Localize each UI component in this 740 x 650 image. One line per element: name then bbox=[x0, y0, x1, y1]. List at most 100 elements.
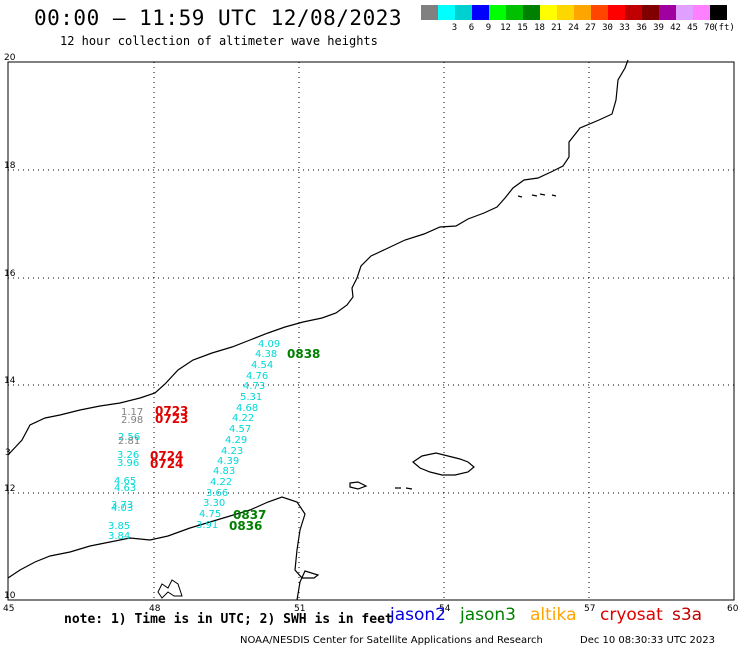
wave-height-label: 5.31 bbox=[240, 392, 262, 403]
x-tick-60: 60 bbox=[727, 604, 739, 614]
wave-height-label: 4.57 bbox=[229, 424, 251, 435]
wave-height-label: 3.26 bbox=[117, 450, 139, 461]
map-subtitle: 12 hour collection of altimeter wave hei… bbox=[60, 34, 378, 48]
y-tick-14: 14 bbox=[4, 376, 16, 386]
wave-height-label: 2.81 bbox=[118, 436, 140, 447]
wave-height-label: 4.23 bbox=[221, 446, 243, 457]
legend-cryosat: cryosat bbox=[600, 605, 663, 625]
scale-label: 27 bbox=[585, 23, 596, 33]
scale-label: 70 bbox=[704, 23, 715, 33]
scale-label: 21 bbox=[551, 23, 562, 33]
scale-swatch bbox=[557, 5, 574, 20]
scale-label: 3 bbox=[451, 23, 458, 33]
wave-height-label: 3.73 bbox=[111, 500, 133, 511]
wave-height-label: 4.09 bbox=[258, 339, 280, 350]
wave-height-label: 4.65 bbox=[114, 476, 136, 487]
pass-time-label: 0724 bbox=[150, 449, 183, 463]
wave-height-label: 4.22 bbox=[232, 413, 254, 424]
wave-height-label: 4.75 bbox=[199, 509, 221, 520]
wave-height-label: 4.68 bbox=[236, 403, 258, 414]
y-tick-10: 10 bbox=[4, 591, 16, 601]
wave-height-label: 2.56 bbox=[118, 432, 140, 443]
scale-label: 39 bbox=[653, 23, 664, 33]
map-title: 00:00 — 11:59 UTC 12/08/2023 bbox=[34, 6, 403, 30]
pass-time-label: 0724 bbox=[150, 457, 183, 471]
grid-lines bbox=[8, 62, 734, 600]
scale-label: 18 bbox=[534, 23, 545, 33]
scale-label: 12 bbox=[500, 23, 511, 33]
wave-height-label: 3.84 bbox=[108, 531, 130, 542]
scale-swatch bbox=[472, 5, 489, 20]
scale-label: 24 bbox=[568, 23, 579, 33]
scale-unit: (ft) bbox=[713, 23, 735, 33]
arabian-coastline bbox=[7, 59, 629, 456]
legend-jason2: jason2 bbox=[390, 605, 446, 625]
wave-height-label: 3.30 bbox=[203, 498, 225, 509]
wave-height-label: 4.22 bbox=[210, 477, 232, 488]
scale-swatch bbox=[591, 5, 608, 20]
scale-swatch bbox=[659, 5, 676, 20]
scale-swatch bbox=[438, 5, 455, 20]
scale-label: 36 bbox=[636, 23, 647, 33]
scale-swatch bbox=[693, 5, 710, 20]
wave-height-label: 3.85 bbox=[108, 521, 130, 532]
y-tick-18: 18 bbox=[4, 161, 16, 171]
wave-height-label: 4.76 bbox=[246, 371, 268, 382]
map-frame bbox=[7, 61, 735, 601]
wave-height-label: 4.03 bbox=[111, 503, 133, 514]
color-scale-legend: 3 6 9 12 15 18 21 24 27 30 33 36 39 42 45 70 (ft) bbox=[421, 5, 735, 35]
legend-jason3: jason3 bbox=[460, 605, 516, 625]
y-tick-12: 12 bbox=[4, 484, 15, 494]
wave-height-annotations: 4.094.38 08384.544.764.735.314.684.224.57… bbox=[108, 339, 320, 542]
scale-swatch bbox=[455, 5, 472, 20]
small-islands bbox=[349, 193, 557, 490]
wave-height-label: 2.98 bbox=[121, 415, 143, 426]
pass-time-label: 0838 bbox=[287, 347, 320, 361]
x-tick-48: 48 bbox=[149, 604, 161, 614]
pass-time-label: 0836 bbox=[229, 519, 262, 533]
wave-height-label: 4.39 bbox=[217, 456, 239, 467]
y-tick-mid: 3 bbox=[5, 448, 11, 458]
legend-s3a: s3a bbox=[672, 605, 703, 625]
wave-height-label: 4.73 bbox=[243, 381, 265, 392]
pass-time-label: 0723 bbox=[155, 404, 188, 418]
y-tick-16: 16 bbox=[4, 269, 16, 279]
scale-label: 33 bbox=[619, 23, 630, 33]
wave-height-label: 4.63 bbox=[114, 483, 136, 494]
scale-swatch bbox=[574, 5, 591, 20]
scale-swatch bbox=[710, 5, 727, 20]
wave-height-label: 3.66 bbox=[206, 488, 228, 499]
scale-label: 9 bbox=[485, 23, 492, 33]
scale-swatch bbox=[421, 5, 438, 20]
scale-swatch bbox=[625, 5, 642, 20]
scale-label: 30 bbox=[602, 23, 613, 33]
x-tick-45: 45 bbox=[3, 604, 14, 614]
scale-swatch bbox=[642, 5, 659, 20]
scale-label: 45 bbox=[687, 23, 698, 33]
legend-altika: altika bbox=[530, 605, 577, 625]
scale-label: 42 bbox=[670, 23, 681, 33]
credit-line: NOAA/NESDIS Center for Satellite Applica… bbox=[240, 635, 543, 646]
wave-height-label: 4.54 bbox=[251, 360, 273, 371]
scale-swatch bbox=[540, 5, 557, 20]
scale-label: 6 bbox=[468, 23, 475, 33]
wave-height-label: 1.17 bbox=[121, 407, 143, 418]
pass-time-label: 0723 bbox=[155, 412, 188, 426]
wave-height-label: 3.91 bbox=[196, 520, 218, 531]
x-tick-51: 51 bbox=[294, 604, 305, 614]
scale-swatch bbox=[506, 5, 523, 20]
wave-height-label: 4.29 bbox=[225, 435, 247, 446]
wave-height-label: 3.96 bbox=[117, 458, 139, 469]
x-tick-54: 54 bbox=[439, 604, 451, 614]
generation-timestamp: Dec 10 08:30:33 UTC 2023 bbox=[580, 635, 715, 646]
footer-note: note: 1) Time is in UTC; 2) SWH is in fe… bbox=[64, 612, 393, 627]
scale-swatch bbox=[489, 5, 506, 20]
coastal-detail bbox=[157, 579, 183, 599]
scale-swatch bbox=[676, 5, 693, 20]
socotra-island bbox=[412, 452, 475, 476]
y-tick-20: 20 bbox=[4, 53, 16, 63]
scale-label: 15 bbox=[517, 23, 528, 33]
wave-height-label: 4.83 bbox=[213, 466, 235, 477]
scale-swatch bbox=[523, 5, 540, 20]
